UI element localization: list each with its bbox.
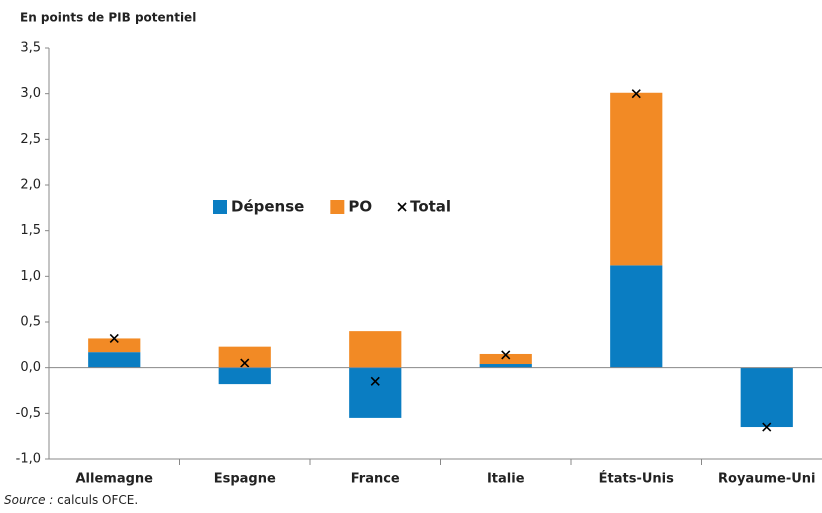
marker-stroke (501, 350, 511, 360)
legend-label: Dépense (231, 198, 304, 216)
source-label: Source : (4, 493, 53, 507)
legend-label: Total (410, 198, 451, 216)
bar (479, 364, 532, 368)
y-tick-label: -1,0 (16, 452, 41, 467)
bar (88, 352, 141, 368)
legend-swatch (330, 200, 345, 214)
marker-stroke (631, 89, 641, 99)
legend-swatch (213, 200, 227, 214)
marker-stroke (109, 333, 119, 344)
y-tick-label: 0,0 (20, 360, 41, 375)
x-tick-label: Allemagne (76, 472, 154, 487)
x-tick-label: États-Unis (599, 471, 674, 487)
total-marker (370, 376, 380, 386)
source: Source : calculs OFCE. (4, 493, 138, 507)
y-tick-label: 3,5 (20, 41, 41, 56)
bar (349, 367, 402, 418)
bar (740, 367, 793, 428)
bar (479, 353, 532, 365)
total-marker (240, 358, 250, 368)
y-tick-label: 1,0 (20, 269, 41, 284)
marker-stroke (370, 376, 380, 386)
marker-stroke (240, 358, 250, 368)
total-marker (762, 422, 772, 432)
bar (218, 367, 271, 385)
y-tick-label: 0,5 (20, 315, 41, 330)
legend-marker (397, 202, 407, 212)
x-tick-label: France (351, 472, 400, 487)
total-marker (109, 333, 119, 344)
bar (218, 346, 271, 368)
x-tick-label: Italie (487, 472, 525, 487)
y-tick-label: 2,0 (20, 178, 41, 193)
total-marker (631, 89, 641, 99)
total-marker (501, 350, 511, 360)
x-tick-label: Royaume-Uni (718, 472, 815, 487)
y-tick-label: -0,5 (16, 406, 41, 421)
y-tick-label: 1,5 (20, 223, 41, 238)
bar (610, 265, 663, 368)
y-tick-label: 3,0 (20, 86, 41, 101)
legend-label: PO (348, 198, 372, 216)
chart-title: En points de PIB potentiel (20, 11, 196, 25)
bar (349, 331, 402, 368)
x-tick-label: Espagne (214, 472, 276, 487)
y-tick-label: 2,5 (20, 132, 41, 147)
source-text: calculs OFCE. (57, 493, 138, 507)
bar (88, 338, 141, 353)
bar (610, 92, 663, 266)
marker-stroke (762, 422, 772, 432)
